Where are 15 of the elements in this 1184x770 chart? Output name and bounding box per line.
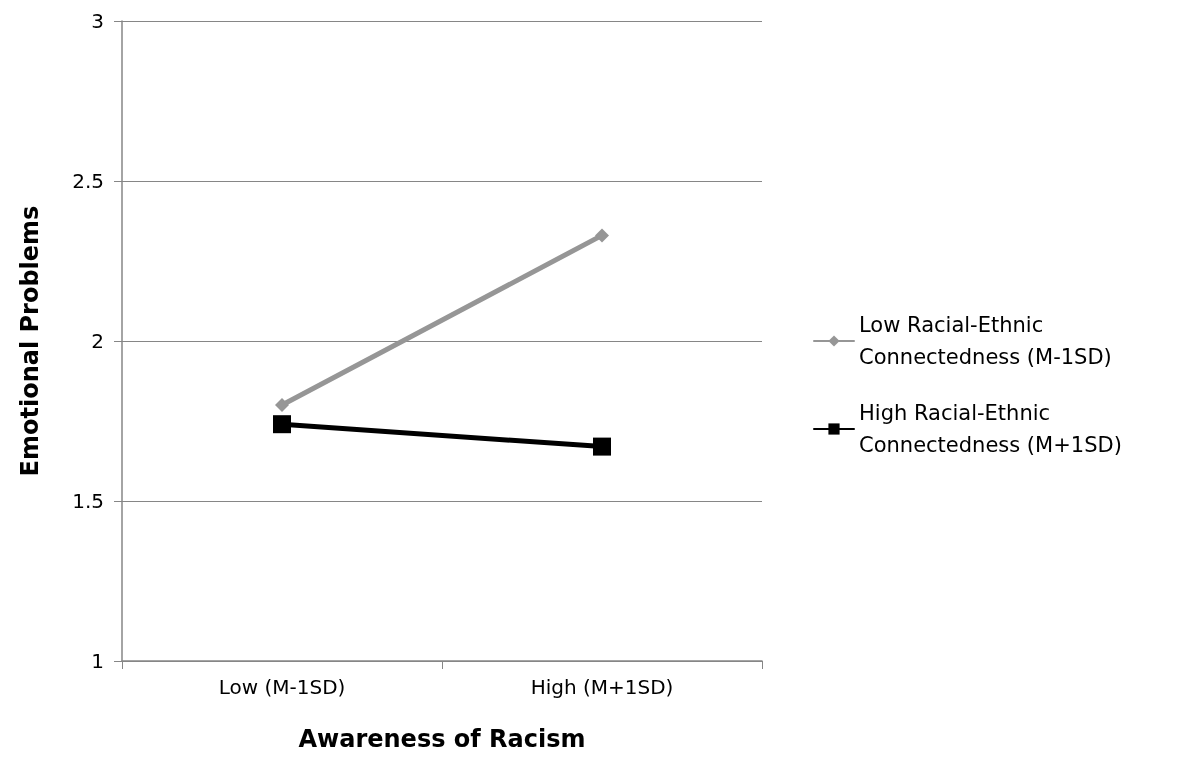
x-tick-label: Low (M-1SD) bbox=[218, 675, 346, 699]
y-tick-label: 3 bbox=[91, 9, 104, 33]
legend-label: Low Racial-Ethnic Connectedness (M-1SD) bbox=[859, 313, 1112, 369]
point bbox=[595, 228, 609, 243]
point bbox=[275, 398, 289, 412]
legend-label: High Racial-Ethnic Connectedness (M+1SD) bbox=[859, 401, 1122, 457]
y-tick-label: 2.5 bbox=[72, 169, 104, 193]
y-tick-label: 1.5 bbox=[72, 489, 104, 513]
y-tick-label: 1 bbox=[91, 649, 104, 673]
point bbox=[273, 415, 291, 434]
point bbox=[593, 437, 611, 456]
y-tick-label: 2 bbox=[91, 329, 104, 353]
x-tick-label: High (M+1SD) bbox=[530, 675, 674, 699]
x-axis-title: Awareness of Racism bbox=[298, 725, 586, 753]
y-axis-title: Emotional Problems bbox=[16, 205, 44, 477]
